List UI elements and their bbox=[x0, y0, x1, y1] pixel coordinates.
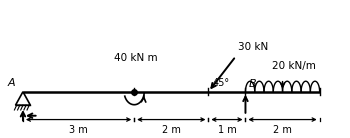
Text: 2 m: 2 m bbox=[162, 125, 181, 135]
Text: B: B bbox=[249, 79, 257, 89]
Text: 1 m: 1 m bbox=[218, 125, 236, 135]
Text: 20 kN/m: 20 kN/m bbox=[272, 61, 316, 71]
Text: 2 m: 2 m bbox=[273, 125, 292, 135]
Text: 40 kN m: 40 kN m bbox=[114, 53, 158, 63]
Text: 30 kN: 30 kN bbox=[238, 42, 268, 52]
Text: 45°: 45° bbox=[212, 78, 229, 88]
Text: A: A bbox=[7, 78, 15, 88]
Text: 3 m: 3 m bbox=[69, 125, 88, 135]
